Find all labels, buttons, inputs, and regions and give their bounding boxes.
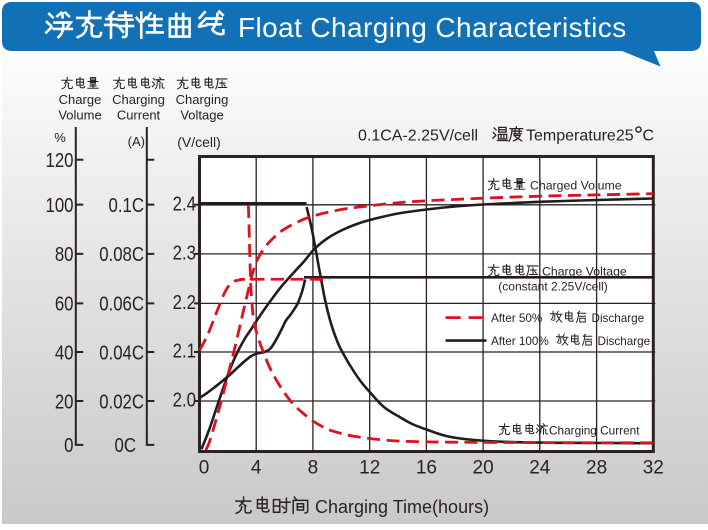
svg-text:Current: Current [117, 108, 161, 123]
svg-text:0.08C: 0.08C [99, 243, 144, 266]
svg-text:2.2: 2.2 [173, 290, 196, 313]
svg-text:0.04C: 0.04C [99, 341, 144, 364]
svg-text:20: 20 [55, 390, 74, 413]
svg-text:100: 100 [45, 193, 73, 216]
svg-text:0: 0 [64, 434, 73, 457]
svg-text:8: 8 [308, 458, 319, 479]
svg-text:20: 20 [473, 458, 494, 479]
svg-text:16: 16 [416, 458, 437, 479]
svg-text:0.06C: 0.06C [99, 292, 144, 315]
svg-text:0.02C: 0.02C [99, 390, 144, 413]
svg-text:12: 12 [359, 458, 380, 479]
svg-text:0.1C: 0.1C [109, 193, 144, 216]
svg-text:Temperature25: Temperature25 [526, 128, 634, 145]
svg-text:4: 4 [251, 458, 262, 479]
svg-text:24: 24 [529, 458, 551, 479]
svg-text:Charge Voltage: Charge Voltage [542, 265, 627, 279]
svg-text:Float Charging Characteristics: Float Charging Characteristics [238, 12, 627, 43]
svg-text:Charged Volume: Charged Volume [530, 179, 622, 193]
svg-text:120: 120 [45, 149, 73, 172]
svg-text:%: % [54, 130, 66, 145]
svg-text:C: C [643, 128, 655, 145]
svg-text:40: 40 [55, 341, 74, 364]
svg-text:After 100%: After 100% [491, 335, 549, 348]
svg-text:Discharge: Discharge [592, 312, 645, 325]
svg-text:Voltage: Voltage [180, 108, 223, 123]
svg-text:(A): (A) [128, 134, 145, 149]
svg-text:After 50%: After 50% [491, 312, 542, 325]
svg-text:(V/cell): (V/cell) [177, 134, 221, 150]
svg-text:Charging: Charging [112, 92, 165, 107]
svg-text:60: 60 [55, 292, 74, 315]
svg-text:Volume: Volume [58, 108, 101, 123]
svg-text:0.1CA-2.25V/cell: 0.1CA-2.25V/cell [358, 128, 478, 145]
svg-text:2.3: 2.3 [173, 241, 196, 264]
svg-text:Discharge: Discharge [598, 335, 651, 348]
svg-text:(constant 2.25V/cell): (constant 2.25V/cell) [498, 280, 607, 294]
svg-text:0C: 0C [115, 434, 136, 457]
svg-text:2.4: 2.4 [173, 192, 196, 215]
svg-text:Charging Time(hours): Charging Time(hours) [315, 497, 489, 517]
svg-text:2.0: 2.0 [173, 388, 196, 411]
svg-text:0: 0 [199, 458, 210, 479]
svg-text:2.1: 2.1 [173, 339, 196, 362]
svg-text:28: 28 [586, 458, 607, 479]
svg-text:Charge: Charge [59, 92, 102, 107]
svg-text:32: 32 [643, 458, 664, 479]
svg-text:80: 80 [55, 243, 74, 266]
svg-text:Charging Current: Charging Current [549, 424, 640, 438]
svg-text:Charging: Charging [176, 92, 229, 107]
